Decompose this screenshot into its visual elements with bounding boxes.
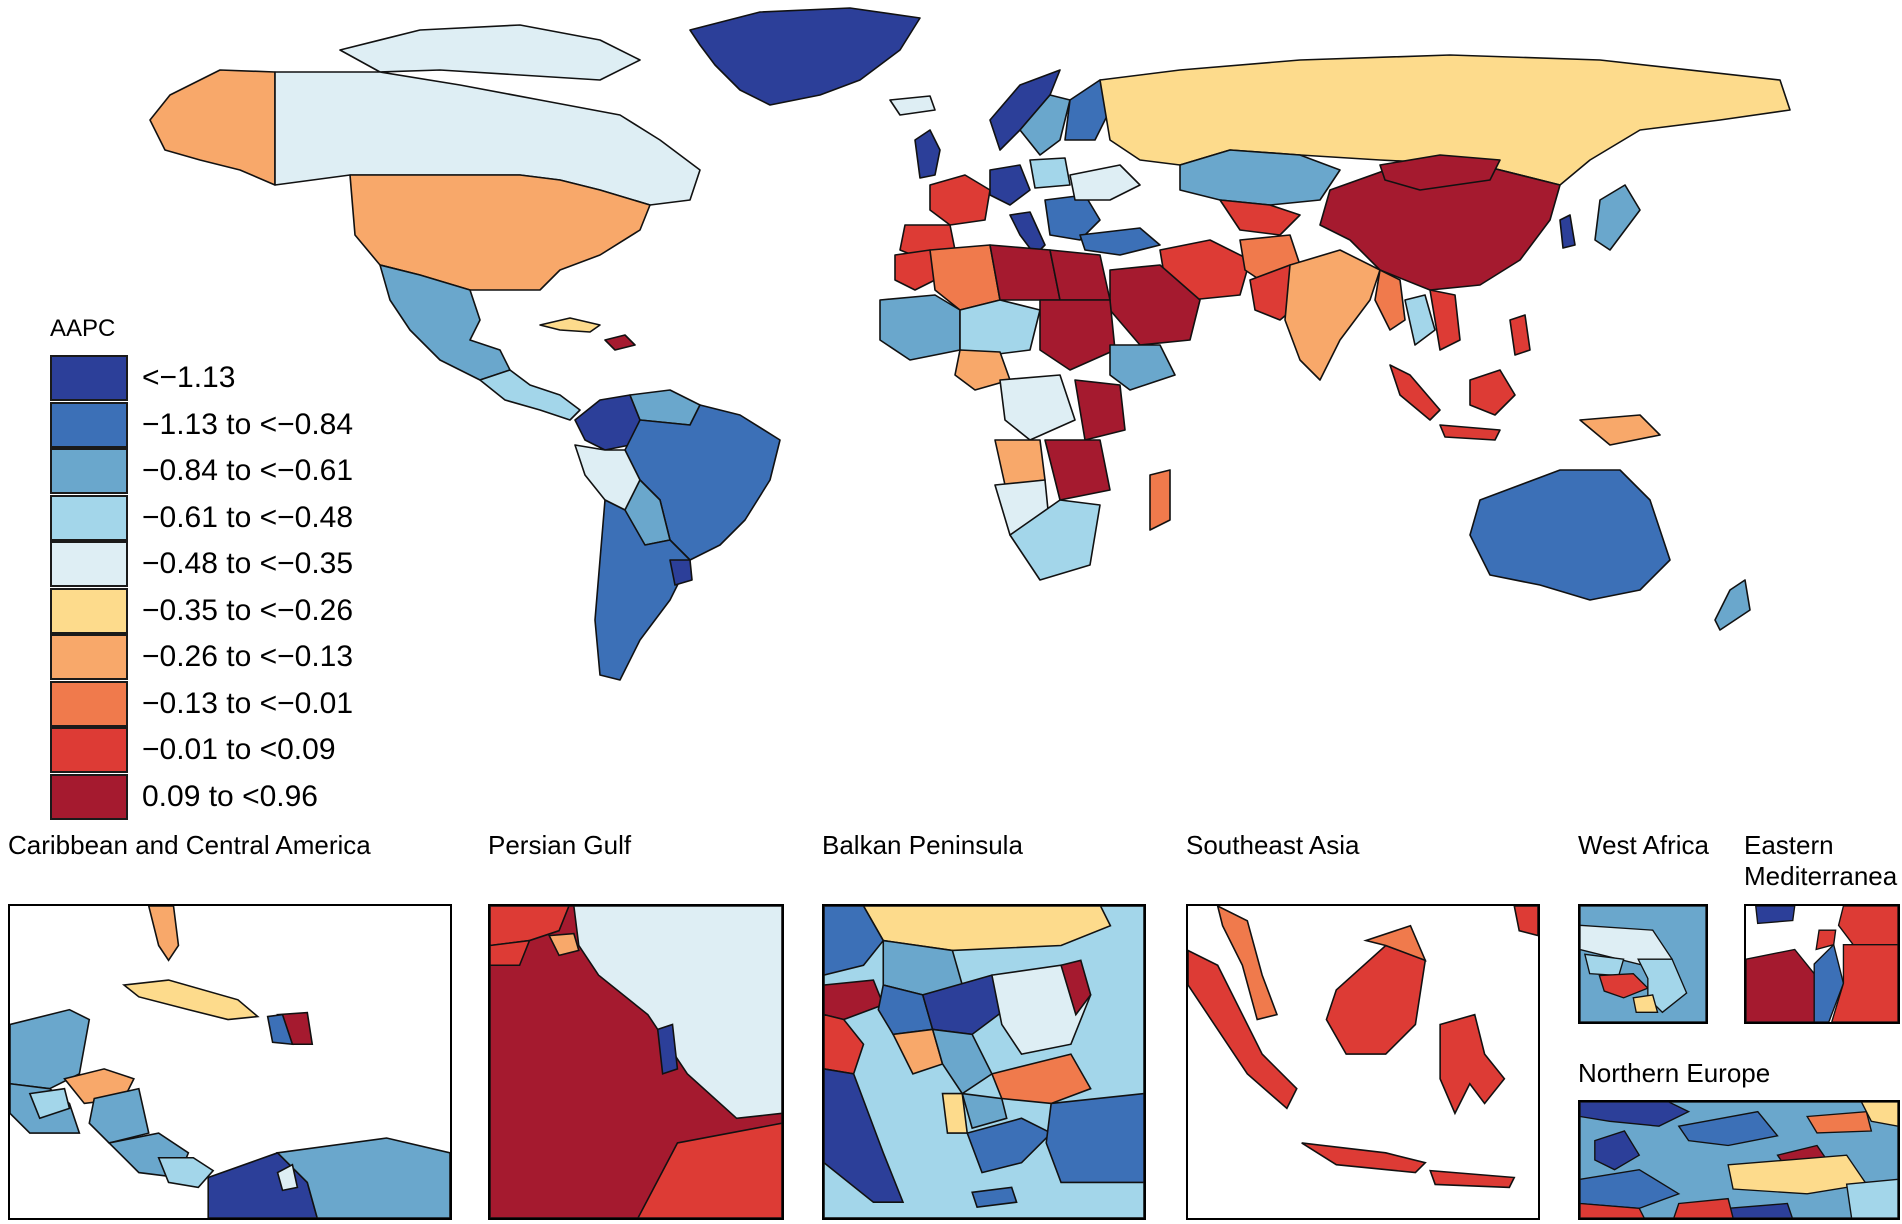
- region-poland: [1029, 157, 1071, 189]
- region-central-america: [479, 369, 581, 421]
- legend-swatch: [50, 355, 128, 401]
- region-libya: [989, 244, 1061, 301]
- region-philippines: [1509, 314, 1531, 356]
- region-vietnam: [1429, 289, 1461, 351]
- region-finland: [1064, 79, 1111, 141]
- region-south-africa: [1009, 499, 1101, 581]
- region-ukraine: [1069, 164, 1141, 201]
- region-mexico: [379, 264, 511, 381]
- region-nigeria: [954, 349, 1011, 391]
- legend-label: −0.48 to <−0.35: [142, 547, 354, 580]
- region-uruguay: [669, 559, 693, 586]
- region-west-africa: [879, 294, 961, 361]
- region-cuba: [539, 317, 601, 333]
- region-mongolia: [1379, 154, 1501, 191]
- region-hispaniola: [604, 334, 636, 351]
- legend-label: −0.84 to <−0.61: [142, 454, 354, 487]
- region-sudan: [1039, 299, 1116, 371]
- legend-item: −0.84 to <−0.61: [50, 448, 353, 494]
- legend-swatch: [50, 680, 128, 727]
- inset-title-northern-europe: Northern Europe: [1578, 1058, 1771, 1088]
- region-east-africa: [1074, 379, 1126, 441]
- region-myanmar: [1374, 269, 1406, 331]
- region-southern-africa: [1044, 439, 1111, 501]
- legend-swatch: [50, 448, 128, 494]
- inset-title-eastern-mediterranean: Eastern Mediterranea: [1744, 830, 1898, 891]
- inset-map-eastern-mediterranean: [1744, 904, 1900, 1024]
- legend-item: −0.13 to <−0.01: [50, 680, 354, 727]
- region-new-guinea: [1579, 414, 1661, 446]
- region-japan: [1594, 184, 1641, 251]
- legend-label: −0.13 to <−0.01: [142, 686, 354, 720]
- region-germany: [989, 164, 1031, 206]
- legend-label: −0.61 to <−0.48: [142, 500, 354, 534]
- legend-item: −0.26 to <−0.13: [50, 634, 353, 680]
- legend-label: −0.35 to <−0.26: [142, 593, 354, 627]
- inset-title-southeast-asia: Southeast Asia: [1186, 830, 1360, 860]
- region-india: [1284, 249, 1381, 381]
- legend-item: 0.09 to <0.96: [50, 773, 318, 820]
- legend-item: <−1.13: [50, 355, 235, 401]
- region-argentina: [594, 499, 691, 681]
- legend-label: −0.26 to <−0.13: [142, 640, 354, 673]
- region-kazakhstan: [1179, 149, 1341, 206]
- inset-title-caribbean: Caribbean and Central America: [8, 830, 371, 860]
- region-arctic-islands: [339, 24, 641, 81]
- region-new-zealand: [1714, 579, 1751, 631]
- legend-title: AAPC: [50, 315, 116, 342]
- region-uk: [914, 129, 941, 179]
- world-map: [149, 7, 1791, 681]
- legend-swatch: [50, 494, 128, 541]
- legend-swatch: [50, 773, 128, 820]
- legend-label: −0.01 to <0.09: [142, 733, 336, 766]
- region-australia: [1469, 469, 1671, 601]
- region-alaska: [149, 69, 276, 186]
- legend-label: 0.09 to <0.96: [142, 779, 318, 813]
- region-central-asia: [1219, 199, 1301, 236]
- inset-title-west-africa: West Africa: [1578, 830, 1710, 860]
- inset-map-west-africa: [1578, 904, 1708, 1024]
- region-france: [929, 174, 991, 226]
- region-ethiopia: [1109, 344, 1176, 391]
- region-thailand: [1404, 294, 1436, 346]
- legend-item: −0.48 to <−0.35: [50, 541, 353, 587]
- region-iceland: [889, 95, 936, 116]
- legend-label: −1.13 to <−0.84: [142, 407, 354, 441]
- legend-item: −0.35 to <−0.26: [50, 587, 354, 634]
- legend-swatch: [50, 727, 128, 773]
- region-egypt: [1049, 249, 1111, 301]
- region-sweden: [1019, 94, 1071, 156]
- region-sahel: [959, 299, 1041, 356]
- inset-map-northern-europe: [1578, 1100, 1900, 1220]
- inset-title-persian-gulf: Persian Gulf: [488, 830, 632, 860]
- region-borneo: [1469, 369, 1516, 416]
- inset-map-persian-gulf: [488, 904, 784, 1220]
- region-greenland: [689, 7, 921, 106]
- legend-item: −0.01 to <0.09: [50, 727, 336, 773]
- legend-swatch: [50, 401, 128, 448]
- region-sumatra: [1389, 364, 1441, 421]
- region-angola: [994, 439, 1046, 486]
- legend-item: −0.61 to <−0.48: [50, 494, 354, 541]
- legend-swatch: [50, 634, 128, 680]
- region-korea: [1559, 214, 1576, 249]
- legend-label: <−1.13: [142, 361, 236, 394]
- region-congo: [999, 374, 1076, 441]
- inset-map-southeast-asia: [1186, 904, 1540, 1220]
- region-turkey: [1079, 227, 1161, 256]
- region-madagascar: [1149, 469, 1171, 531]
- legend-item: −1.13 to <−0.84: [50, 401, 354, 448]
- inset-map-caribbean: [8, 904, 452, 1220]
- legend-swatch: [50, 587, 128, 634]
- inset-map-balkan: [822, 904, 1146, 1220]
- inset-title-balkan: Balkan Peninsula: [822, 830, 1023, 860]
- region-java: [1439, 424, 1501, 441]
- legend-swatch: [50, 541, 128, 587]
